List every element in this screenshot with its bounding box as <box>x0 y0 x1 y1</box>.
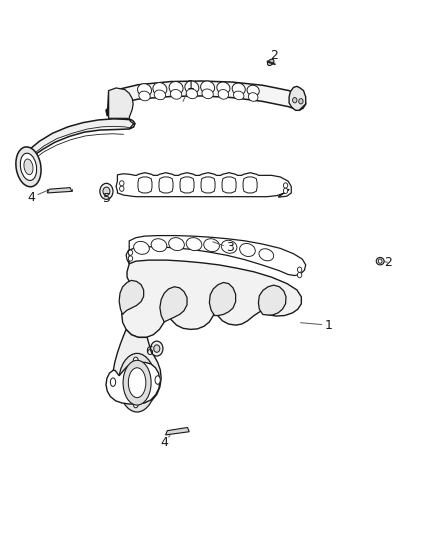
Ellipse shape <box>247 85 259 96</box>
Polygon shape <box>166 427 189 435</box>
Ellipse shape <box>297 267 302 272</box>
Ellipse shape <box>20 153 37 181</box>
Text: 2: 2 <box>270 50 278 62</box>
Polygon shape <box>138 177 152 193</box>
Ellipse shape <box>133 399 138 408</box>
Ellipse shape <box>376 257 384 265</box>
Ellipse shape <box>128 250 133 255</box>
Ellipse shape <box>170 90 182 99</box>
Ellipse shape <box>259 249 274 261</box>
Ellipse shape <box>153 83 167 95</box>
Ellipse shape <box>240 244 255 256</box>
Ellipse shape <box>134 241 149 254</box>
Text: 2: 2 <box>384 256 392 269</box>
Ellipse shape <box>378 259 382 263</box>
Ellipse shape <box>100 183 113 199</box>
Polygon shape <box>113 329 161 405</box>
Polygon shape <box>159 177 173 193</box>
Ellipse shape <box>155 376 160 384</box>
Polygon shape <box>23 119 135 184</box>
Ellipse shape <box>201 81 215 94</box>
Ellipse shape <box>169 82 183 94</box>
Ellipse shape <box>133 357 138 366</box>
Ellipse shape <box>103 187 110 196</box>
Ellipse shape <box>221 240 237 253</box>
Polygon shape <box>201 177 215 193</box>
Polygon shape <box>126 236 306 276</box>
Polygon shape <box>106 362 160 404</box>
Polygon shape <box>116 173 291 197</box>
Ellipse shape <box>110 378 116 386</box>
Ellipse shape <box>125 362 149 403</box>
Text: 4: 4 <box>28 191 35 204</box>
Ellipse shape <box>232 83 245 95</box>
Ellipse shape <box>293 98 297 103</box>
Text: 4: 4 <box>160 436 168 449</box>
Text: 5: 5 <box>103 192 111 205</box>
Ellipse shape <box>151 341 163 356</box>
Ellipse shape <box>154 90 166 100</box>
Ellipse shape <box>283 183 288 188</box>
Ellipse shape <box>185 81 199 94</box>
Polygon shape <box>258 285 286 315</box>
Polygon shape <box>122 260 301 337</box>
Ellipse shape <box>204 239 219 252</box>
Ellipse shape <box>169 238 184 251</box>
Polygon shape <box>119 280 144 314</box>
Ellipse shape <box>151 239 167 252</box>
Polygon shape <box>109 88 135 129</box>
Text: 3: 3 <box>226 241 234 254</box>
Polygon shape <box>209 282 236 316</box>
Ellipse shape <box>218 90 229 99</box>
Ellipse shape <box>119 353 155 412</box>
Text: 1: 1 <box>187 79 194 92</box>
Ellipse shape <box>138 84 152 96</box>
Polygon shape <box>222 177 236 193</box>
Text: 1: 1 <box>325 319 332 332</box>
Polygon shape <box>243 177 257 193</box>
Polygon shape <box>47 188 72 193</box>
Ellipse shape <box>128 256 133 261</box>
Ellipse shape <box>297 272 302 278</box>
Polygon shape <box>160 287 187 322</box>
Ellipse shape <box>128 368 146 398</box>
Ellipse shape <box>186 238 202 251</box>
Polygon shape <box>106 81 306 116</box>
Ellipse shape <box>248 93 258 101</box>
Polygon shape <box>180 177 194 193</box>
Ellipse shape <box>123 360 151 405</box>
Ellipse shape <box>283 188 288 193</box>
Ellipse shape <box>120 181 124 186</box>
Ellipse shape <box>139 91 150 101</box>
Polygon shape <box>289 86 306 110</box>
Ellipse shape <box>217 82 230 94</box>
Ellipse shape <box>268 59 274 66</box>
Ellipse shape <box>16 147 41 187</box>
Ellipse shape <box>299 99 303 104</box>
Ellipse shape <box>154 345 160 352</box>
Ellipse shape <box>186 89 198 99</box>
Ellipse shape <box>120 186 124 191</box>
Ellipse shape <box>202 89 213 99</box>
Ellipse shape <box>233 91 244 100</box>
Text: 6: 6 <box>145 345 153 358</box>
Ellipse shape <box>24 159 33 175</box>
